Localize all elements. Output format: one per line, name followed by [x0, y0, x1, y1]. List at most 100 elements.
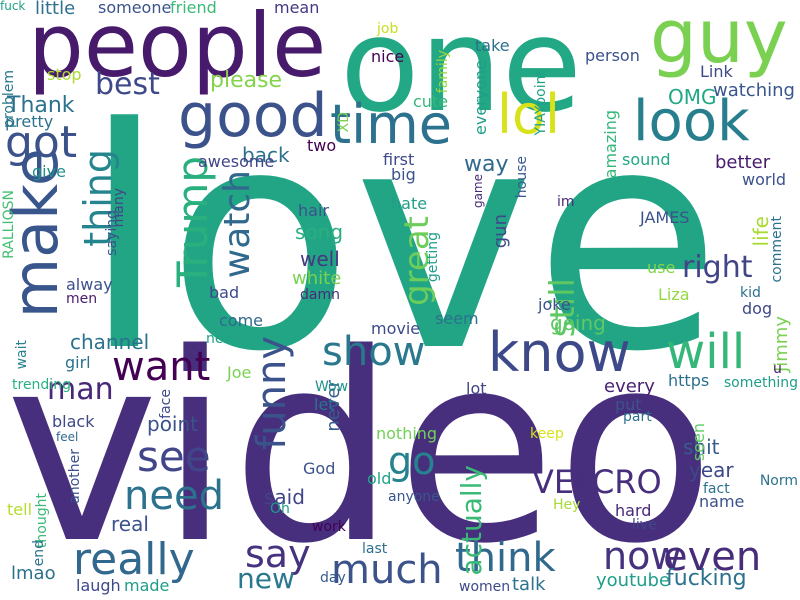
- word-hey: Hey: [553, 497, 581, 513]
- word-https: https: [668, 371, 710, 390]
- word-trump: Trump: [168, 156, 217, 287]
- word-family: family: [435, 50, 451, 94]
- word-two: two: [307, 136, 337, 155]
- word-wow: Wow: [315, 379, 349, 395]
- word-joke: joke: [538, 295, 571, 314]
- word-xd: XD: [336, 112, 352, 133]
- word-stop: stop: [47, 65, 82, 84]
- word-yiaypoint: YIAYpoint: [533, 70, 549, 136]
- word-part: part: [623, 409, 652, 425]
- word-said: said: [264, 485, 305, 509]
- word-day: day: [320, 570, 346, 586]
- word-watching: watching: [713, 80, 795, 101]
- word-better: better: [715, 152, 771, 173]
- word-lmao: lmao: [11, 563, 56, 584]
- word-anyone: anyone: [388, 489, 440, 505]
- word-god: God: [303, 459, 336, 478]
- word-give: give: [32, 162, 66, 181]
- word-seen: seen: [689, 423, 708, 462]
- word-come: come: [219, 311, 264, 330]
- word-omg: OMG: [668, 85, 717, 109]
- word-hard: hard: [615, 501, 652, 520]
- word-new: new: [237, 562, 295, 595]
- word-back: back: [242, 143, 290, 167]
- word-point: point: [147, 412, 199, 436]
- word-world: world: [742, 170, 787, 189]
- word-feel: feel: [56, 430, 79, 444]
- word-dog: dog: [742, 299, 773, 318]
- word-liza: Liza: [658, 285, 690, 304]
- word-every: every: [604, 376, 655, 397]
- word-need: need: [124, 473, 224, 519]
- word-next: next: [206, 331, 238, 347]
- word-man: man: [47, 372, 114, 407]
- word-video: video: [5, 299, 716, 600]
- word-use: use: [647, 258, 676, 277]
- word-actually: actually: [455, 465, 488, 576]
- word-game: game: [471, 174, 485, 209]
- word-shit: shit: [683, 435, 720, 459]
- word-face: face: [158, 389, 174, 419]
- word-women: women: [459, 579, 511, 595]
- word-person: person: [585, 46, 640, 65]
- word-hair: hair: [298, 201, 329, 220]
- word-now: now: [603, 534, 682, 578]
- word-watch: watch: [217, 170, 258, 279]
- word-nice: nice: [371, 47, 405, 66]
- word-let: let: [314, 395, 335, 414]
- word-channel: channel: [70, 330, 150, 354]
- word-comment: comment: [769, 216, 785, 283]
- word-norm: Norm: [759, 473, 798, 489]
- word-hate: hate: [391, 194, 428, 213]
- word-talk: talk: [512, 574, 546, 595]
- word-even: even: [663, 534, 762, 580]
- word-someone: someone: [98, 0, 172, 17]
- word-best: best: [95, 67, 160, 102]
- word-work: work: [312, 519, 346, 535]
- word-mean: mean: [274, 0, 320, 17]
- word-go: go: [388, 439, 436, 483]
- word-much: much: [331, 547, 443, 593]
- word-saying: saying: [104, 210, 120, 256]
- word-alway: alway: [66, 275, 113, 294]
- word-good: good: [178, 81, 328, 151]
- word-name: name: [699, 492, 745, 511]
- word-life: life: [749, 216, 773, 247]
- word-really: really: [73, 534, 195, 585]
- word-cute: cute: [413, 92, 449, 111]
- word-show: show: [322, 329, 426, 375]
- word-going: going: [550, 311, 606, 335]
- word-old: old: [367, 469, 392, 488]
- word-black: black: [52, 412, 95, 431]
- word-white: white: [292, 268, 342, 289]
- word-well: well: [300, 247, 340, 271]
- word-think: think: [455, 535, 556, 581]
- word-see: see: [137, 432, 211, 481]
- word-joe: Joe: [227, 363, 252, 382]
- word-big: big: [391, 165, 416, 184]
- word-want: want: [112, 344, 211, 390]
- word-getting: getting: [425, 232, 441, 283]
- word-got: got: [5, 117, 78, 168]
- word-nothing: nothing: [376, 424, 438, 443]
- word-ralliosn: RALLIOSN: [1, 190, 17, 259]
- word-gun: gun: [490, 214, 511, 249]
- word-oh: Oh: [270, 501, 290, 517]
- word-something: something: [723, 375, 798, 391]
- word-look: look: [633, 89, 750, 154]
- word-movie: movie: [371, 319, 421, 338]
- word-fuck: fuck: [0, 0, 26, 13]
- word-funny: funny: [249, 336, 295, 450]
- word-put: put: [615, 395, 642, 414]
- word-right: right: [682, 250, 753, 285]
- word-awesome: awesome: [198, 152, 275, 171]
- word-made: made: [124, 576, 170, 595]
- word-u: u: [773, 361, 782, 377]
- word-song: song: [295, 220, 344, 244]
- word-people: people: [28, 0, 327, 97]
- word-know: know: [488, 321, 631, 384]
- word-job: job: [377, 21, 399, 37]
- word-first: first: [383, 150, 415, 169]
- word-pretty: pretty: [5, 112, 54, 131]
